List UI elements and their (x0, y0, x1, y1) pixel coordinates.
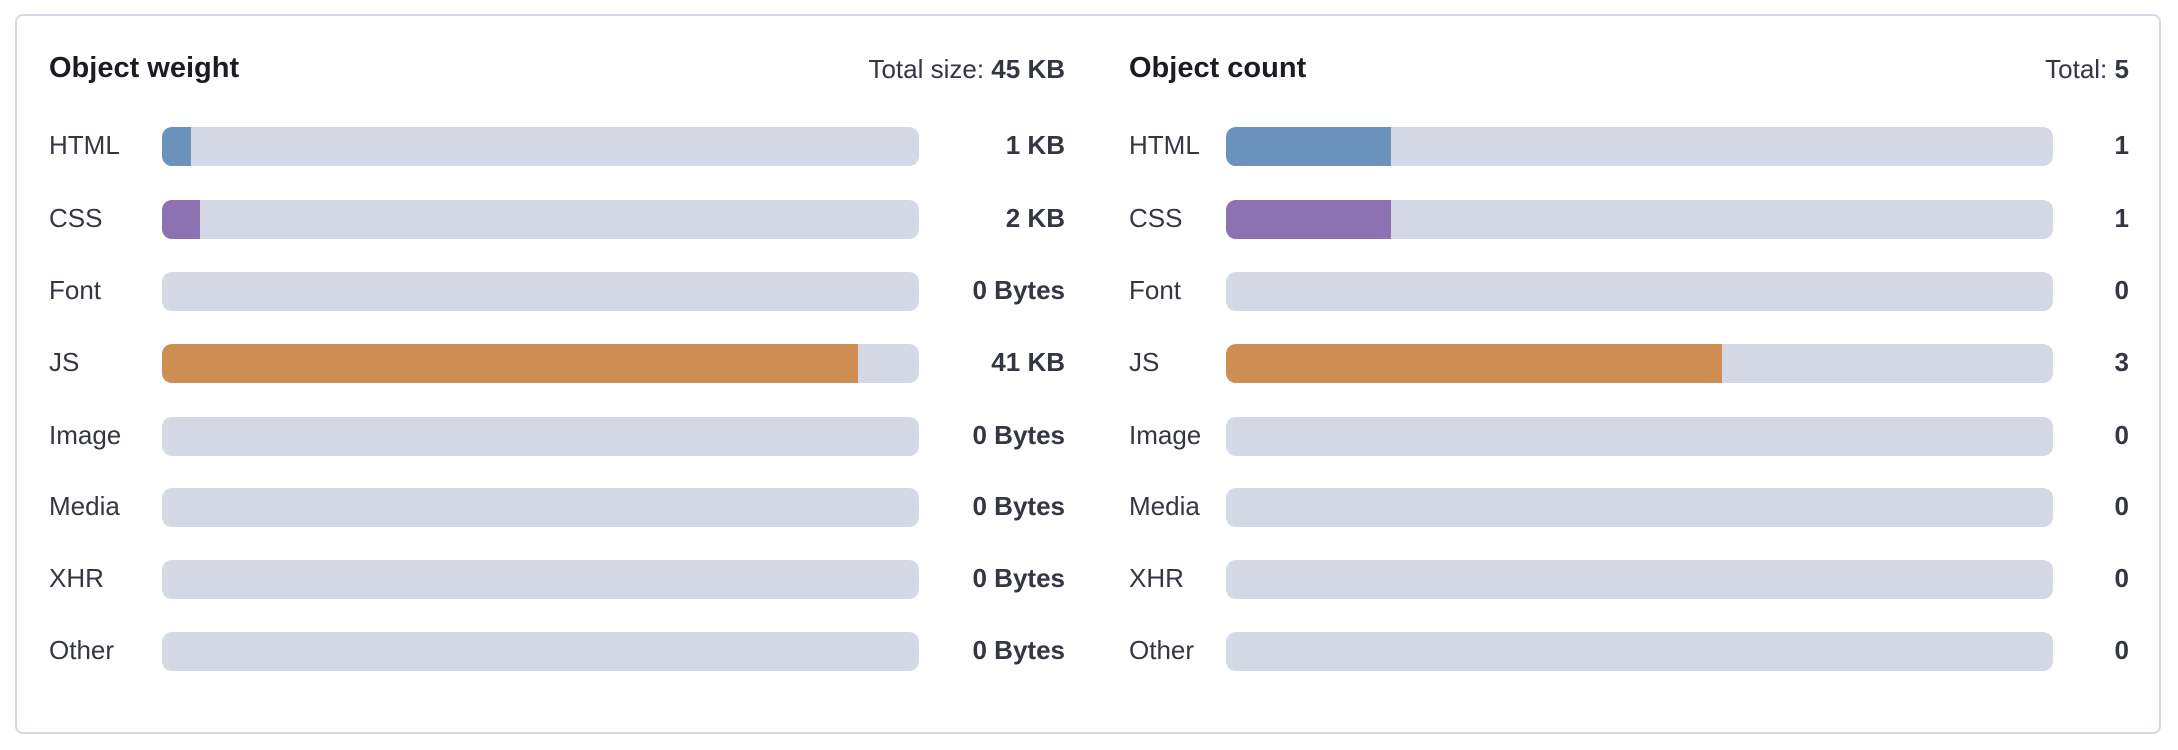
row-value: 0 (2114, 420, 2129, 450)
row-value: 1 (2114, 203, 2129, 233)
object-weight-title: Object weight (49, 52, 240, 84)
row-label: Other (1129, 635, 1195, 665)
count-row-image: Image 0 (1129, 417, 2129, 456)
progress-bar-track (1226, 344, 2053, 383)
row-label: Media (1129, 491, 1200, 521)
row-label: CSS (1129, 203, 1183, 233)
row-value: 0 (2114, 563, 2129, 593)
count-row-xhr: XHR 0 (1129, 560, 2129, 599)
object-count-title: Object count (1129, 52, 1307, 84)
row-label: JS (49, 347, 80, 377)
progress-bar-fill (1226, 200, 1392, 239)
progress-bar-track (1226, 632, 2053, 671)
row-value: 0 Bytes (972, 420, 1066, 450)
row-value: 41 KB (991, 347, 1065, 377)
progress-bar-track (1226, 200, 2053, 239)
progress-bar-fill (1226, 127, 1392, 166)
progress-bar-track (162, 344, 919, 383)
count-row-css: CSS 1 (1129, 200, 2129, 239)
row-value: 0 Bytes (972, 275, 1066, 305)
count-row-other: Other 0 (1129, 632, 2129, 671)
weight-row-image: Image 0 Bytes (49, 417, 1065, 456)
row-label: CSS (49, 203, 103, 233)
progress-bar-track (1226, 272, 2053, 311)
progress-bar-track (162, 272, 919, 311)
row-value: 1 (2114, 130, 2129, 160)
progress-bar-track (162, 560, 919, 599)
total-count-value: 5 (2114, 54, 2129, 84)
progress-bar-track (162, 200, 919, 239)
progress-bar-track (162, 417, 919, 456)
object-stats-panel: Object weight Total size: 45 KB HTML 1 KB… (15, 14, 2161, 734)
weight-row-css: CSS 2 KB (49, 200, 1065, 239)
row-value: 0 Bytes (972, 635, 1066, 665)
total-count-label: Total: (2045, 54, 2108, 84)
row-value: 2 KB (1005, 203, 1065, 233)
row-label: XHR (49, 563, 104, 593)
row-label: Font (1129, 275, 1182, 305)
total-size: Total size: 45 KB (868, 54, 1065, 85)
total-count: Total: 5 (2045, 54, 2129, 85)
weight-row-font: Font 0 Bytes (49, 272, 1065, 311)
count-row-media: Media 0 (1129, 488, 2129, 527)
count-row-html: HTML 1 (1129, 127, 2129, 166)
weight-row-media: Media 0 Bytes (49, 488, 1065, 527)
progress-bar-track (162, 127, 919, 166)
progress-bar-track (1226, 417, 2053, 456)
row-label: Other (49, 635, 115, 665)
total-size-value: 45 KB (991, 54, 1065, 84)
total-size-label: Total size: (868, 54, 985, 84)
row-label: JS (1129, 347, 1160, 377)
weight-row-js: JS 41 KB (49, 344, 1065, 383)
row-label: Media (49, 491, 120, 521)
row-value: 0 Bytes (972, 563, 1066, 593)
row-value: 0 Bytes (972, 491, 1066, 521)
count-row-font: Font 0 (1129, 272, 2129, 311)
row-value: 3 (2114, 347, 2129, 377)
progress-bar-track (162, 632, 919, 671)
row-label: Image (49, 420, 122, 450)
progress-bar-track (1226, 560, 2053, 599)
row-value: 0 (2114, 635, 2129, 665)
progress-bar-track (1226, 488, 2053, 527)
progress-bar-fill (1226, 344, 1723, 383)
row-value: 0 (2114, 491, 2129, 521)
row-value: 0 (2114, 275, 2129, 305)
progress-bar-fill (162, 344, 859, 383)
row-label: HTML (1129, 130, 1200, 160)
row-value: 1 KB (1005, 130, 1065, 160)
progress-bar-track (1226, 127, 2053, 166)
progress-bar-fill (162, 127, 191, 166)
weight-row-html: HTML 1 KB (49, 127, 1065, 166)
row-label: XHR (1129, 563, 1184, 593)
weight-row-xhr: XHR 0 Bytes (49, 560, 1065, 599)
progress-bar-track (162, 488, 919, 527)
progress-bar-fill (162, 200, 200, 239)
row-label: Image (1129, 420, 1202, 450)
row-label: Font (49, 275, 102, 305)
weight-row-other: Other 0 Bytes (49, 632, 1065, 671)
count-row-js: JS 3 (1129, 344, 2129, 383)
row-label: HTML (49, 130, 120, 160)
